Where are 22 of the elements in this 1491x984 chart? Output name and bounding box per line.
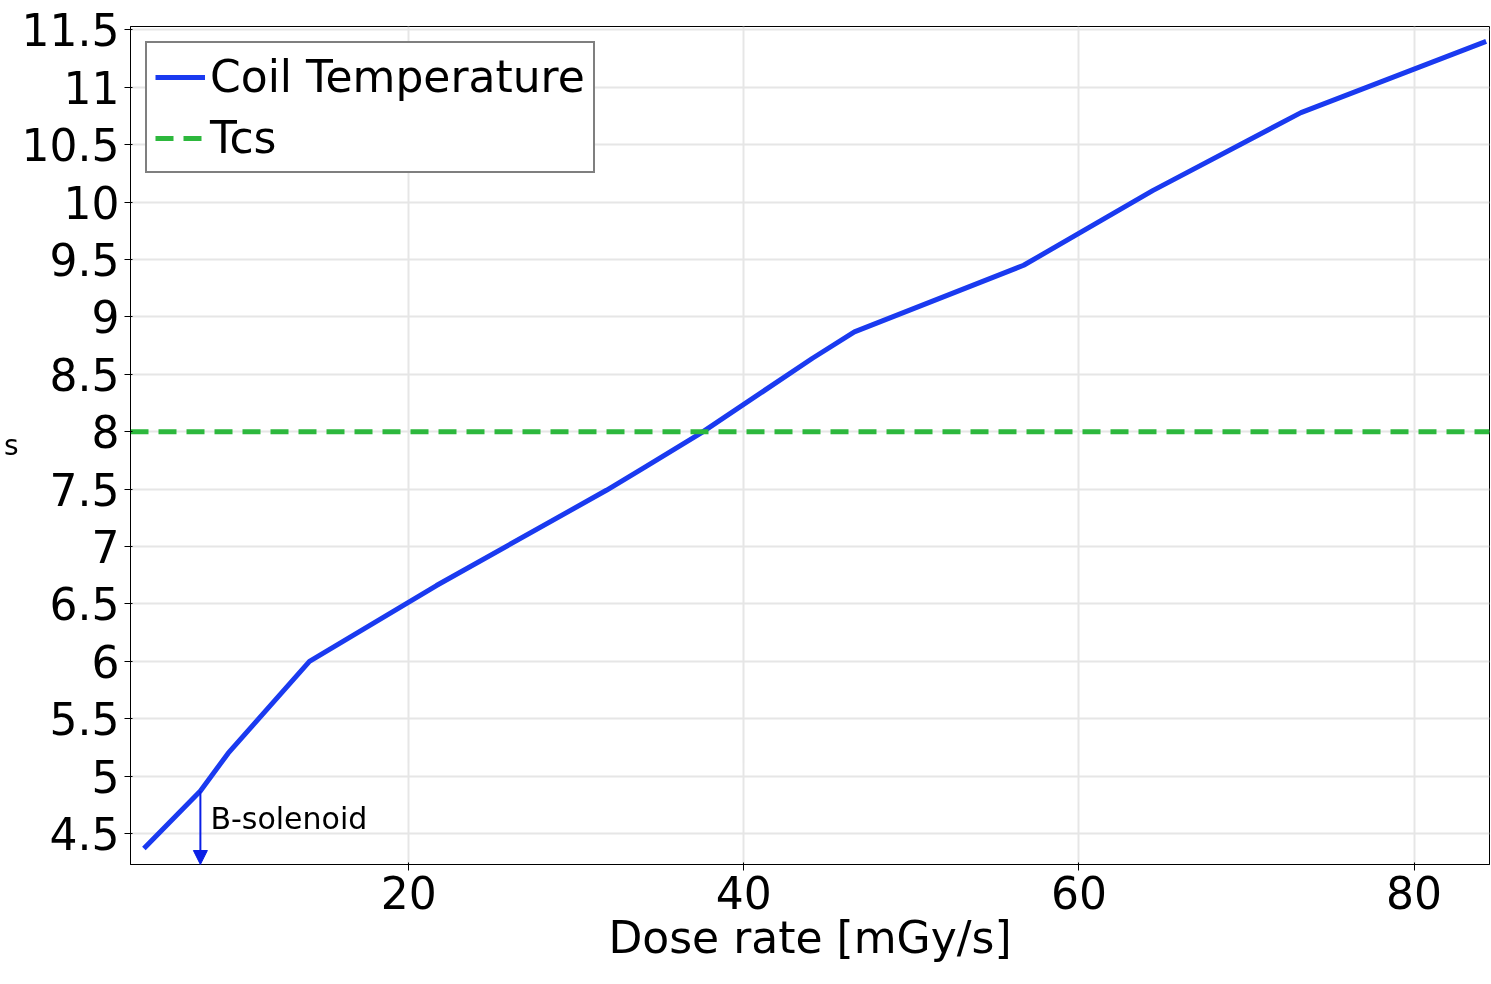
y-tick-label: 9 [91, 292, 120, 344]
annotation: B-solenoid [210, 801, 368, 837]
legend-label: Tcs [210, 112, 277, 163]
legend-label: Coil Temperature [210, 51, 585, 102]
x-tick-label: 20 [380, 867, 437, 919]
x-tick-label: 60 [1050, 867, 1107, 919]
y-tick-label: 5.5 [49, 694, 120, 746]
y-tick-label: 8.5 [49, 349, 120, 401]
y-tick-label: 6.5 [49, 579, 120, 631]
y-tick-label: 7.5 [49, 464, 120, 516]
y-tick-label: 6 [91, 636, 120, 688]
y-tick-label: 10 [63, 177, 120, 229]
y-tick-label: 4.5 [49, 809, 120, 861]
y-tick-label: 10.5 [21, 120, 120, 172]
y-tick-label: 11 [63, 62, 120, 114]
y-tick-label: 5 [91, 751, 120, 803]
x-tick-label: 80 [1386, 867, 1443, 919]
y-tick-label: 8 [91, 407, 120, 459]
y-tick-label: 11.5 [21, 5, 120, 57]
y-tick-label: 9.5 [49, 235, 120, 287]
y-axis-title: s [3, 429, 19, 462]
y-tick-label: 7 [91, 522, 120, 574]
